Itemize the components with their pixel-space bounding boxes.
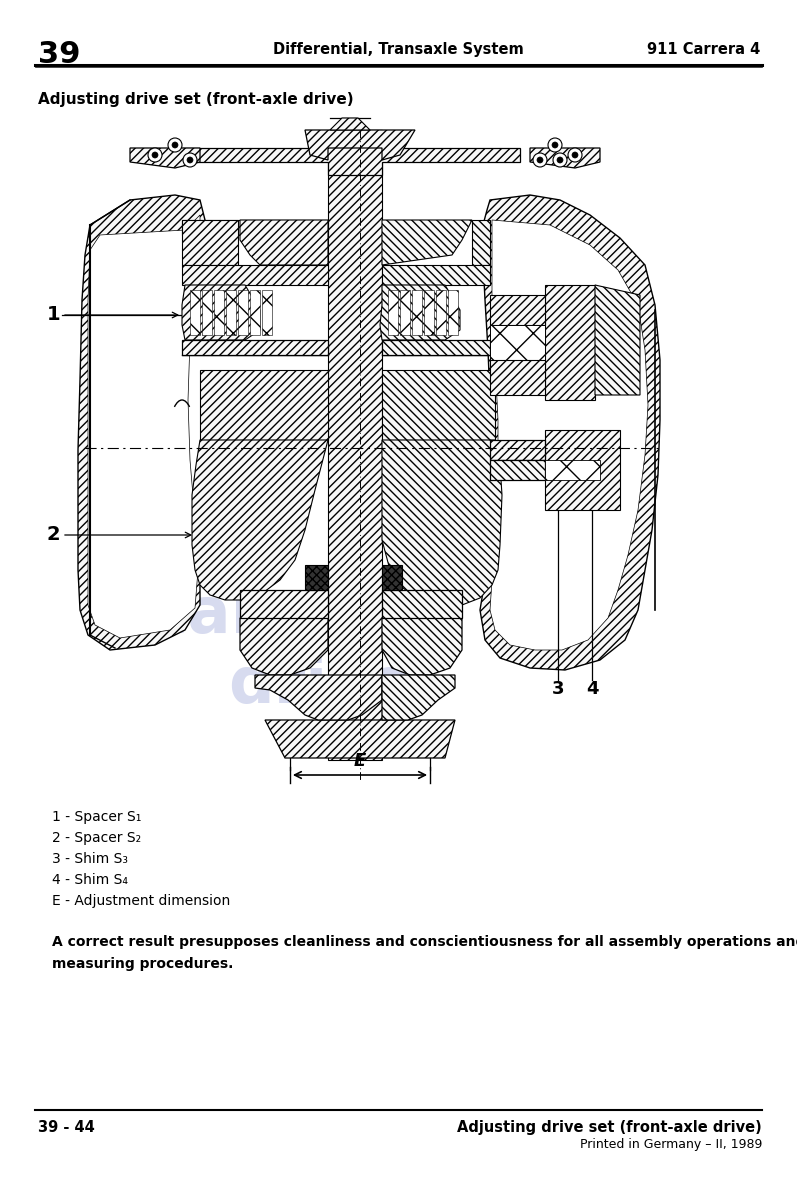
Polygon shape — [545, 285, 595, 400]
Text: 39 - 44: 39 - 44 — [38, 1120, 95, 1135]
Polygon shape — [388, 290, 398, 335]
Polygon shape — [305, 129, 415, 160]
Text: 3: 3 — [552, 680, 564, 699]
Polygon shape — [78, 195, 205, 650]
Polygon shape — [240, 220, 328, 265]
Text: measuring procedures.: measuring procedures. — [52, 958, 234, 971]
Polygon shape — [265, 720, 455, 758]
Polygon shape — [182, 220, 328, 235]
Polygon shape — [88, 215, 200, 638]
Text: Differential, Transaxle System: Differential, Transaxle System — [273, 42, 524, 57]
Polygon shape — [175, 129, 520, 175]
Polygon shape — [382, 618, 462, 675]
Circle shape — [552, 143, 558, 148]
Polygon shape — [490, 326, 545, 360]
Text: drive: drive — [228, 655, 412, 716]
Polygon shape — [436, 290, 446, 335]
Text: 3 - Shim S₃: 3 - Shim S₃ — [52, 852, 128, 866]
Text: 4: 4 — [586, 680, 599, 699]
Polygon shape — [182, 285, 260, 340]
Polygon shape — [382, 440, 502, 605]
Text: E: E — [354, 752, 366, 770]
Polygon shape — [545, 460, 600, 480]
Polygon shape — [330, 118, 370, 129]
Polygon shape — [182, 340, 328, 355]
Polygon shape — [214, 290, 224, 335]
Polygon shape — [412, 290, 422, 335]
Polygon shape — [490, 220, 648, 650]
Text: Adjusting drive set (front-axle drive): Adjusting drive set (front-axle drive) — [38, 91, 354, 107]
Polygon shape — [472, 220, 490, 265]
Polygon shape — [238, 290, 248, 335]
Polygon shape — [182, 265, 328, 285]
Circle shape — [553, 153, 567, 168]
Text: 39: 39 — [38, 40, 80, 69]
Circle shape — [148, 148, 162, 162]
Text: 2 - Spacer S₂: 2 - Spacer S₂ — [52, 830, 141, 845]
Text: 4 - Shim S₄: 4 - Shim S₄ — [52, 873, 128, 887]
Polygon shape — [595, 285, 640, 394]
Circle shape — [152, 152, 158, 158]
Text: E - Adjustment dimension: E - Adjustment dimension — [52, 895, 230, 908]
Polygon shape — [480, 195, 660, 670]
Circle shape — [572, 152, 578, 158]
Polygon shape — [192, 440, 328, 600]
Polygon shape — [305, 565, 328, 590]
Polygon shape — [530, 148, 600, 168]
Polygon shape — [490, 295, 545, 326]
Polygon shape — [490, 440, 545, 460]
Polygon shape — [328, 135, 382, 760]
Text: 2: 2 — [47, 525, 61, 544]
Polygon shape — [382, 340, 490, 355]
Circle shape — [537, 157, 543, 163]
Text: Printed in Germany – II, 1989: Printed in Germany – II, 1989 — [579, 1138, 762, 1151]
Polygon shape — [424, 290, 434, 335]
Polygon shape — [382, 565, 402, 590]
Polygon shape — [190, 290, 200, 335]
Polygon shape — [240, 590, 328, 618]
Polygon shape — [380, 285, 460, 340]
Polygon shape — [545, 430, 620, 510]
Polygon shape — [255, 675, 382, 720]
Polygon shape — [240, 618, 328, 675]
Text: 1: 1 — [47, 305, 61, 324]
Polygon shape — [130, 148, 200, 168]
Polygon shape — [202, 290, 212, 335]
Circle shape — [187, 157, 193, 163]
Polygon shape — [182, 220, 238, 265]
Text: A correct result presupposes cleanliness and conscientiousness for all assembly : A correct result presupposes cleanliness… — [52, 935, 797, 949]
Circle shape — [183, 153, 197, 168]
Polygon shape — [490, 360, 545, 394]
Polygon shape — [400, 290, 410, 335]
Circle shape — [168, 138, 182, 152]
Polygon shape — [226, 290, 236, 335]
Circle shape — [548, 138, 562, 152]
Text: 1 - Spacer S₁: 1 - Spacer S₁ — [52, 810, 141, 824]
Circle shape — [568, 148, 582, 162]
Polygon shape — [382, 369, 495, 440]
Polygon shape — [382, 220, 472, 265]
Text: Adjusting drive set (front-axle drive): Adjusting drive set (front-axle drive) — [457, 1120, 762, 1135]
Circle shape — [172, 143, 178, 148]
Polygon shape — [262, 290, 272, 335]
Text: manual: manual — [122, 584, 388, 646]
Circle shape — [557, 157, 563, 163]
Polygon shape — [250, 290, 260, 335]
Polygon shape — [490, 460, 545, 480]
Circle shape — [533, 153, 547, 168]
Polygon shape — [200, 369, 328, 440]
Polygon shape — [382, 590, 462, 618]
Polygon shape — [382, 675, 455, 720]
Polygon shape — [448, 290, 458, 335]
Text: 911 Carrera 4: 911 Carrera 4 — [646, 42, 760, 57]
Polygon shape — [382, 265, 490, 285]
